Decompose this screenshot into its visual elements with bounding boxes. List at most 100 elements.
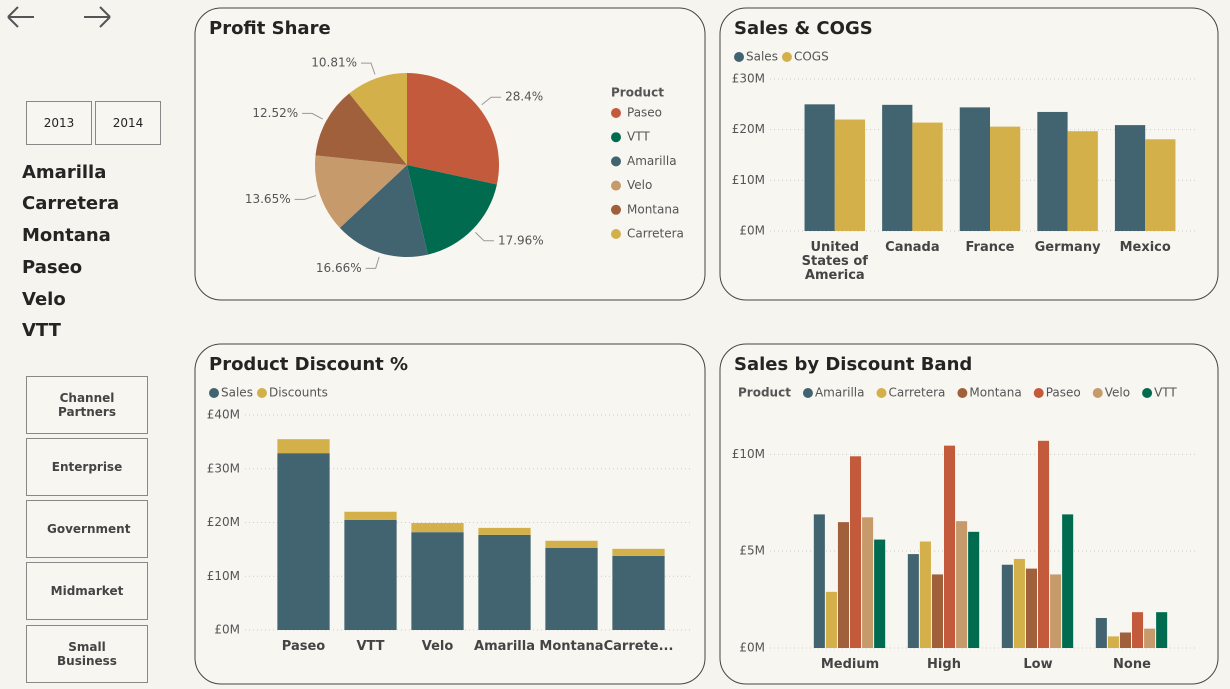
legend-marker [209,388,219,398]
x-tick-label: Medium [820,658,880,672]
bar-segment [545,547,598,630]
x-label-box: Canada [885,241,939,255]
x-tick-label: Low [1023,658,1053,672]
product-option[interactable]: Velo [22,289,66,310]
bar [1156,612,1168,648]
x-tick-label: Montana [539,640,604,654]
bar-segment [478,534,531,630]
data-label: 17.96% [498,233,544,247]
product-label: VTT [22,320,61,341]
bar [907,554,919,648]
pie-slice [339,165,428,257]
bar [862,517,874,648]
product-option[interactable]: Carretera [22,193,119,214]
bar-segment [344,519,397,630]
legend-label: COGS [794,50,829,64]
segment-button[interactable]: Enterprise [26,438,148,496]
x-label-box: Carrete... [603,640,674,654]
product-option[interactable]: Paseo [22,257,82,278]
x-label-box: Medium [820,658,880,672]
x-tick-label: Carrete... [603,640,674,654]
leader-line [361,62,376,75]
legend-marker [734,52,744,62]
legend-marker [611,180,621,191]
segment-button[interactable]: Small Business [26,625,148,683]
bar [1062,514,1074,648]
bar [1025,568,1037,648]
x-label-box: Low [1023,658,1053,672]
x-label-box: United States of America [801,241,868,283]
legend-label: Amarilla [815,386,865,400]
legend-marker [957,388,968,398]
bar-segment [411,523,464,533]
bar [837,522,849,648]
chart-title: Profit Share [209,18,331,39]
bar [912,122,943,231]
segment-button[interactable]: Government [26,500,148,558]
chart-title: Sales & COGS [734,18,873,39]
legend-label: Paseo [1046,386,1081,400]
bar-segment [277,439,330,454]
leader-line [302,112,323,120]
bar-segment [344,511,397,520]
segment-label: Channel Partners [58,391,116,419]
legend-title: Product [738,386,791,400]
bar [1013,558,1025,648]
back-arrow[interactable] [7,6,34,28]
legend-label: Montana [969,386,1021,400]
legend-label: Amarilla [627,154,677,168]
x-tick-label: Amarilla [474,640,535,654]
legend-label: Discounts [269,386,328,400]
legend-marker [1142,388,1153,398]
product-label: Carretera [22,193,120,214]
chart-title: Product Discount % [209,354,408,375]
bar [1145,139,1176,231]
bar [882,104,913,231]
bar [804,104,835,231]
data-label: 28.4% [505,90,543,104]
year-button[interactable]: 2014 [95,101,161,145]
y-tick-label: £30M [732,72,765,86]
bar [1114,125,1146,231]
data-label: 10.81% [311,56,357,70]
bar [1119,632,1131,648]
product-option[interactable]: Amarilla [22,162,106,183]
segment-button[interactable]: Channel Partners [26,376,148,434]
legend-label: Carretera [627,227,684,241]
legend-marker [1033,388,1044,398]
x-label-box: Mexico [1119,241,1171,255]
legend-marker [802,388,813,398]
segment-label: Small Business [57,640,117,668]
pie-slice [315,93,407,165]
legend-marker [611,229,621,239]
pie-slice [407,73,500,185]
x-label-box: None [1113,658,1151,672]
y-tick-label: £20M [207,515,240,529]
bar [1067,131,1098,231]
bar [990,126,1021,231]
segment-label: Enterprise [51,460,123,474]
x-tick-label: Germany [1034,241,1101,255]
bar-segment [478,527,531,535]
segment-button[interactable]: Midmarket [26,562,148,620]
legend-marker [781,52,792,62]
x-tick-label: United States of America [801,241,868,283]
bar [1107,636,1119,648]
x-label-box: VTT [356,640,385,654]
x-tick-label: None [1113,658,1151,672]
legend-label: Velo [627,178,652,192]
product-option[interactable]: Montana [22,225,111,246]
y-tick-label: £10M [207,569,240,583]
bar-segment [277,453,330,630]
bar-segment [612,555,665,630]
x-tick-label: VTT [356,640,385,654]
x-tick-label: Mexico [1119,241,1171,255]
forward-arrow[interactable] [84,6,111,28]
product-option[interactable]: VTT [22,320,61,341]
bar [834,119,866,231]
legend-label: Paseo [627,106,662,120]
y-tick-label: £30M [207,461,240,475]
year-button[interactable]: 2013 [26,101,92,145]
y-tick-label: £20M [732,122,765,136]
